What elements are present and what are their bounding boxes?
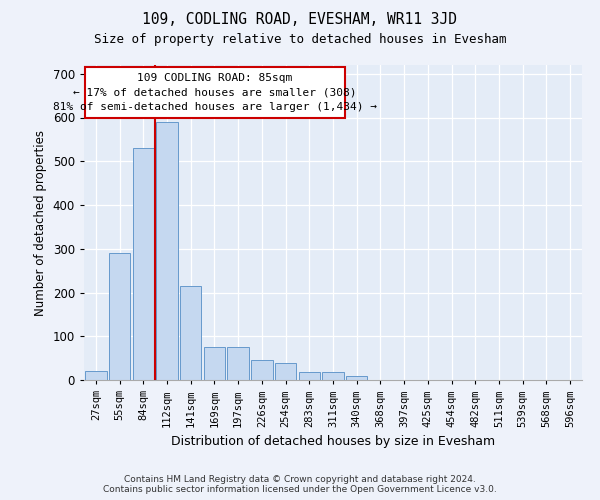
X-axis label: Distribution of detached houses by size in Evesham: Distribution of detached houses by size …	[171, 435, 495, 448]
Text: Size of property relative to detached houses in Evesham: Size of property relative to detached ho…	[94, 32, 506, 46]
Y-axis label: Number of detached properties: Number of detached properties	[34, 130, 47, 316]
Bar	[275, 364, 296, 380]
Bar	[180, 286, 202, 380]
Bar	[299, 372, 320, 380]
Bar	[251, 360, 272, 380]
Bar	[157, 122, 178, 380]
FancyBboxPatch shape	[85, 66, 345, 118]
Bar	[346, 376, 367, 380]
Bar	[322, 372, 344, 380]
Text: 109, CODLING ROAD, EVESHAM, WR11 3JD: 109, CODLING ROAD, EVESHAM, WR11 3JD	[143, 12, 458, 28]
Bar	[204, 347, 225, 380]
Bar	[227, 347, 249, 380]
Text: Contains HM Land Registry data © Crown copyright and database right 2024.
Contai: Contains HM Land Registry data © Crown c…	[103, 474, 497, 494]
Bar	[85, 371, 107, 380]
Bar	[133, 148, 154, 380]
Text: 109 CODLING ROAD: 85sqm
← 17% of detached houses are smaller (308)
81% of semi-d: 109 CODLING ROAD: 85sqm ← 17% of detache…	[53, 73, 377, 112]
Bar	[109, 253, 130, 380]
